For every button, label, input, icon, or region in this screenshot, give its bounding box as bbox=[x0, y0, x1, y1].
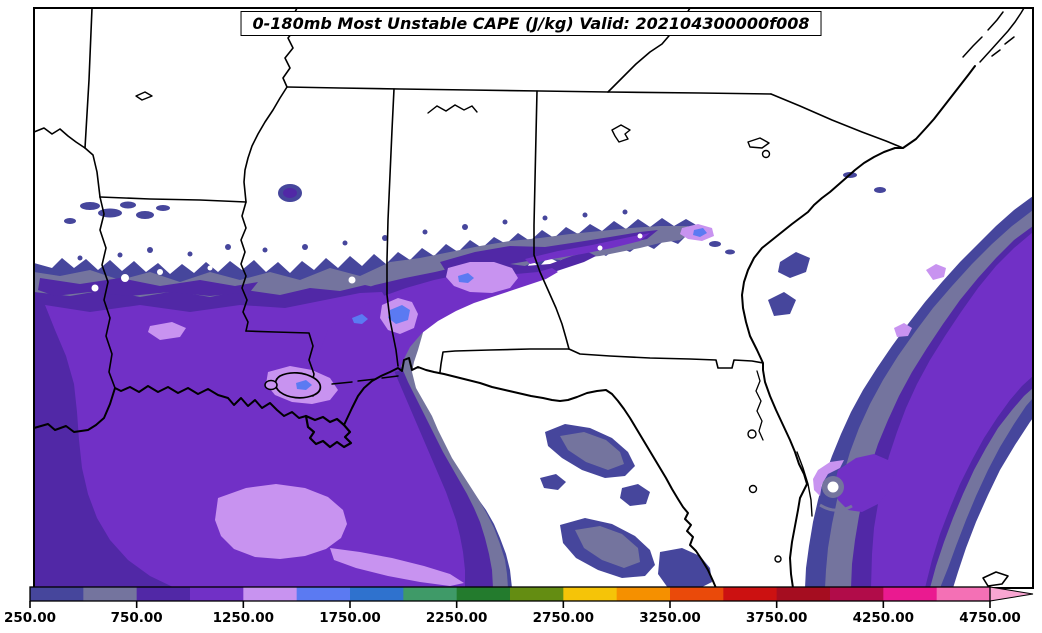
colorbar-segment bbox=[136, 587, 191, 601]
colorbar-segment bbox=[883, 587, 938, 601]
colorbar-arrow-icon bbox=[989, 586, 1034, 602]
atlantic-coastline bbox=[741, 65, 976, 589]
colorbar-tick-label: 2750.00 bbox=[533, 610, 595, 626]
colorbar-segment bbox=[243, 587, 298, 601]
cape-fill-1000 bbox=[45, 232, 1033, 588]
colorbar-segment bbox=[776, 587, 831, 601]
colorbar-tick-label: 3250.00 bbox=[639, 610, 701, 626]
cape-fill-1500 bbox=[352, 228, 707, 324]
colorbar-segment bbox=[350, 587, 404, 601]
swirl-arm bbox=[819, 503, 853, 512]
lake-maurepas bbox=[264, 379, 278, 391]
colorbar-segment bbox=[510, 587, 564, 601]
colorbar-segment bbox=[830, 587, 884, 601]
state-borders bbox=[33, 7, 904, 397]
colorbar-segment bbox=[296, 587, 351, 601]
colorbar-tick-label: 4250.00 bbox=[853, 610, 915, 626]
colorbar-tick-label: 1750.00 bbox=[319, 610, 381, 626]
colorbar-segment bbox=[190, 587, 244, 601]
map-title: 0-180mb Most Unstable CAPE (J/kg) Valid:… bbox=[252, 14, 810, 33]
colorbar-tick-label: 4750.00 bbox=[959, 610, 1021, 626]
lakes bbox=[135, 91, 1009, 587]
coastline bbox=[33, 65, 976, 589]
bahama-island bbox=[982, 571, 1009, 587]
colorbar-segment bbox=[403, 587, 458, 601]
barrier-islands-and-rivers bbox=[331, 7, 1025, 517]
colorbar-segment bbox=[456, 587, 511, 601]
lake-overlays bbox=[296, 380, 312, 390]
colorbar-segment bbox=[936, 587, 991, 601]
colorbar-tick-label: 2250.00 bbox=[426, 610, 488, 626]
mississippi-delta bbox=[304, 414, 353, 449]
tennessee-river bbox=[427, 104, 478, 114]
swirl-eye bbox=[827, 481, 839, 493]
colorbar-segment bbox=[563, 587, 618, 601]
colorbar-segment bbox=[83, 587, 138, 601]
colorbar-tick-label: 250.00 bbox=[4, 610, 56, 626]
gulf-coastline bbox=[33, 385, 307, 433]
florida-gulf-coastline bbox=[343, 357, 717, 589]
colorbar-segment bbox=[723, 587, 778, 601]
title-box: 0-180mb Most Unstable CAPE (J/kg) Valid:… bbox=[240, 11, 822, 36]
colorbar-tick-label: 3750.00 bbox=[746, 610, 808, 626]
colorbar-tick-label: 1250.00 bbox=[213, 610, 275, 626]
colorbar-segment bbox=[670, 587, 724, 601]
canaveral-swirl bbox=[819, 476, 853, 512]
colorbar-segment bbox=[30, 587, 84, 601]
colorbar-tick-label: 750.00 bbox=[111, 610, 163, 626]
colorbar-outline bbox=[29, 586, 991, 602]
colorbar-segment bbox=[616, 587, 671, 601]
colorbar: 250.00 750.00 1250.00 1750.00 2250.00 2750.00… bbox=[4, 586, 1034, 626]
cape-holes bbox=[91, 233, 643, 292]
cape-fill-1250 bbox=[148, 224, 946, 586]
mississippi-river-border bbox=[240, 7, 298, 332]
